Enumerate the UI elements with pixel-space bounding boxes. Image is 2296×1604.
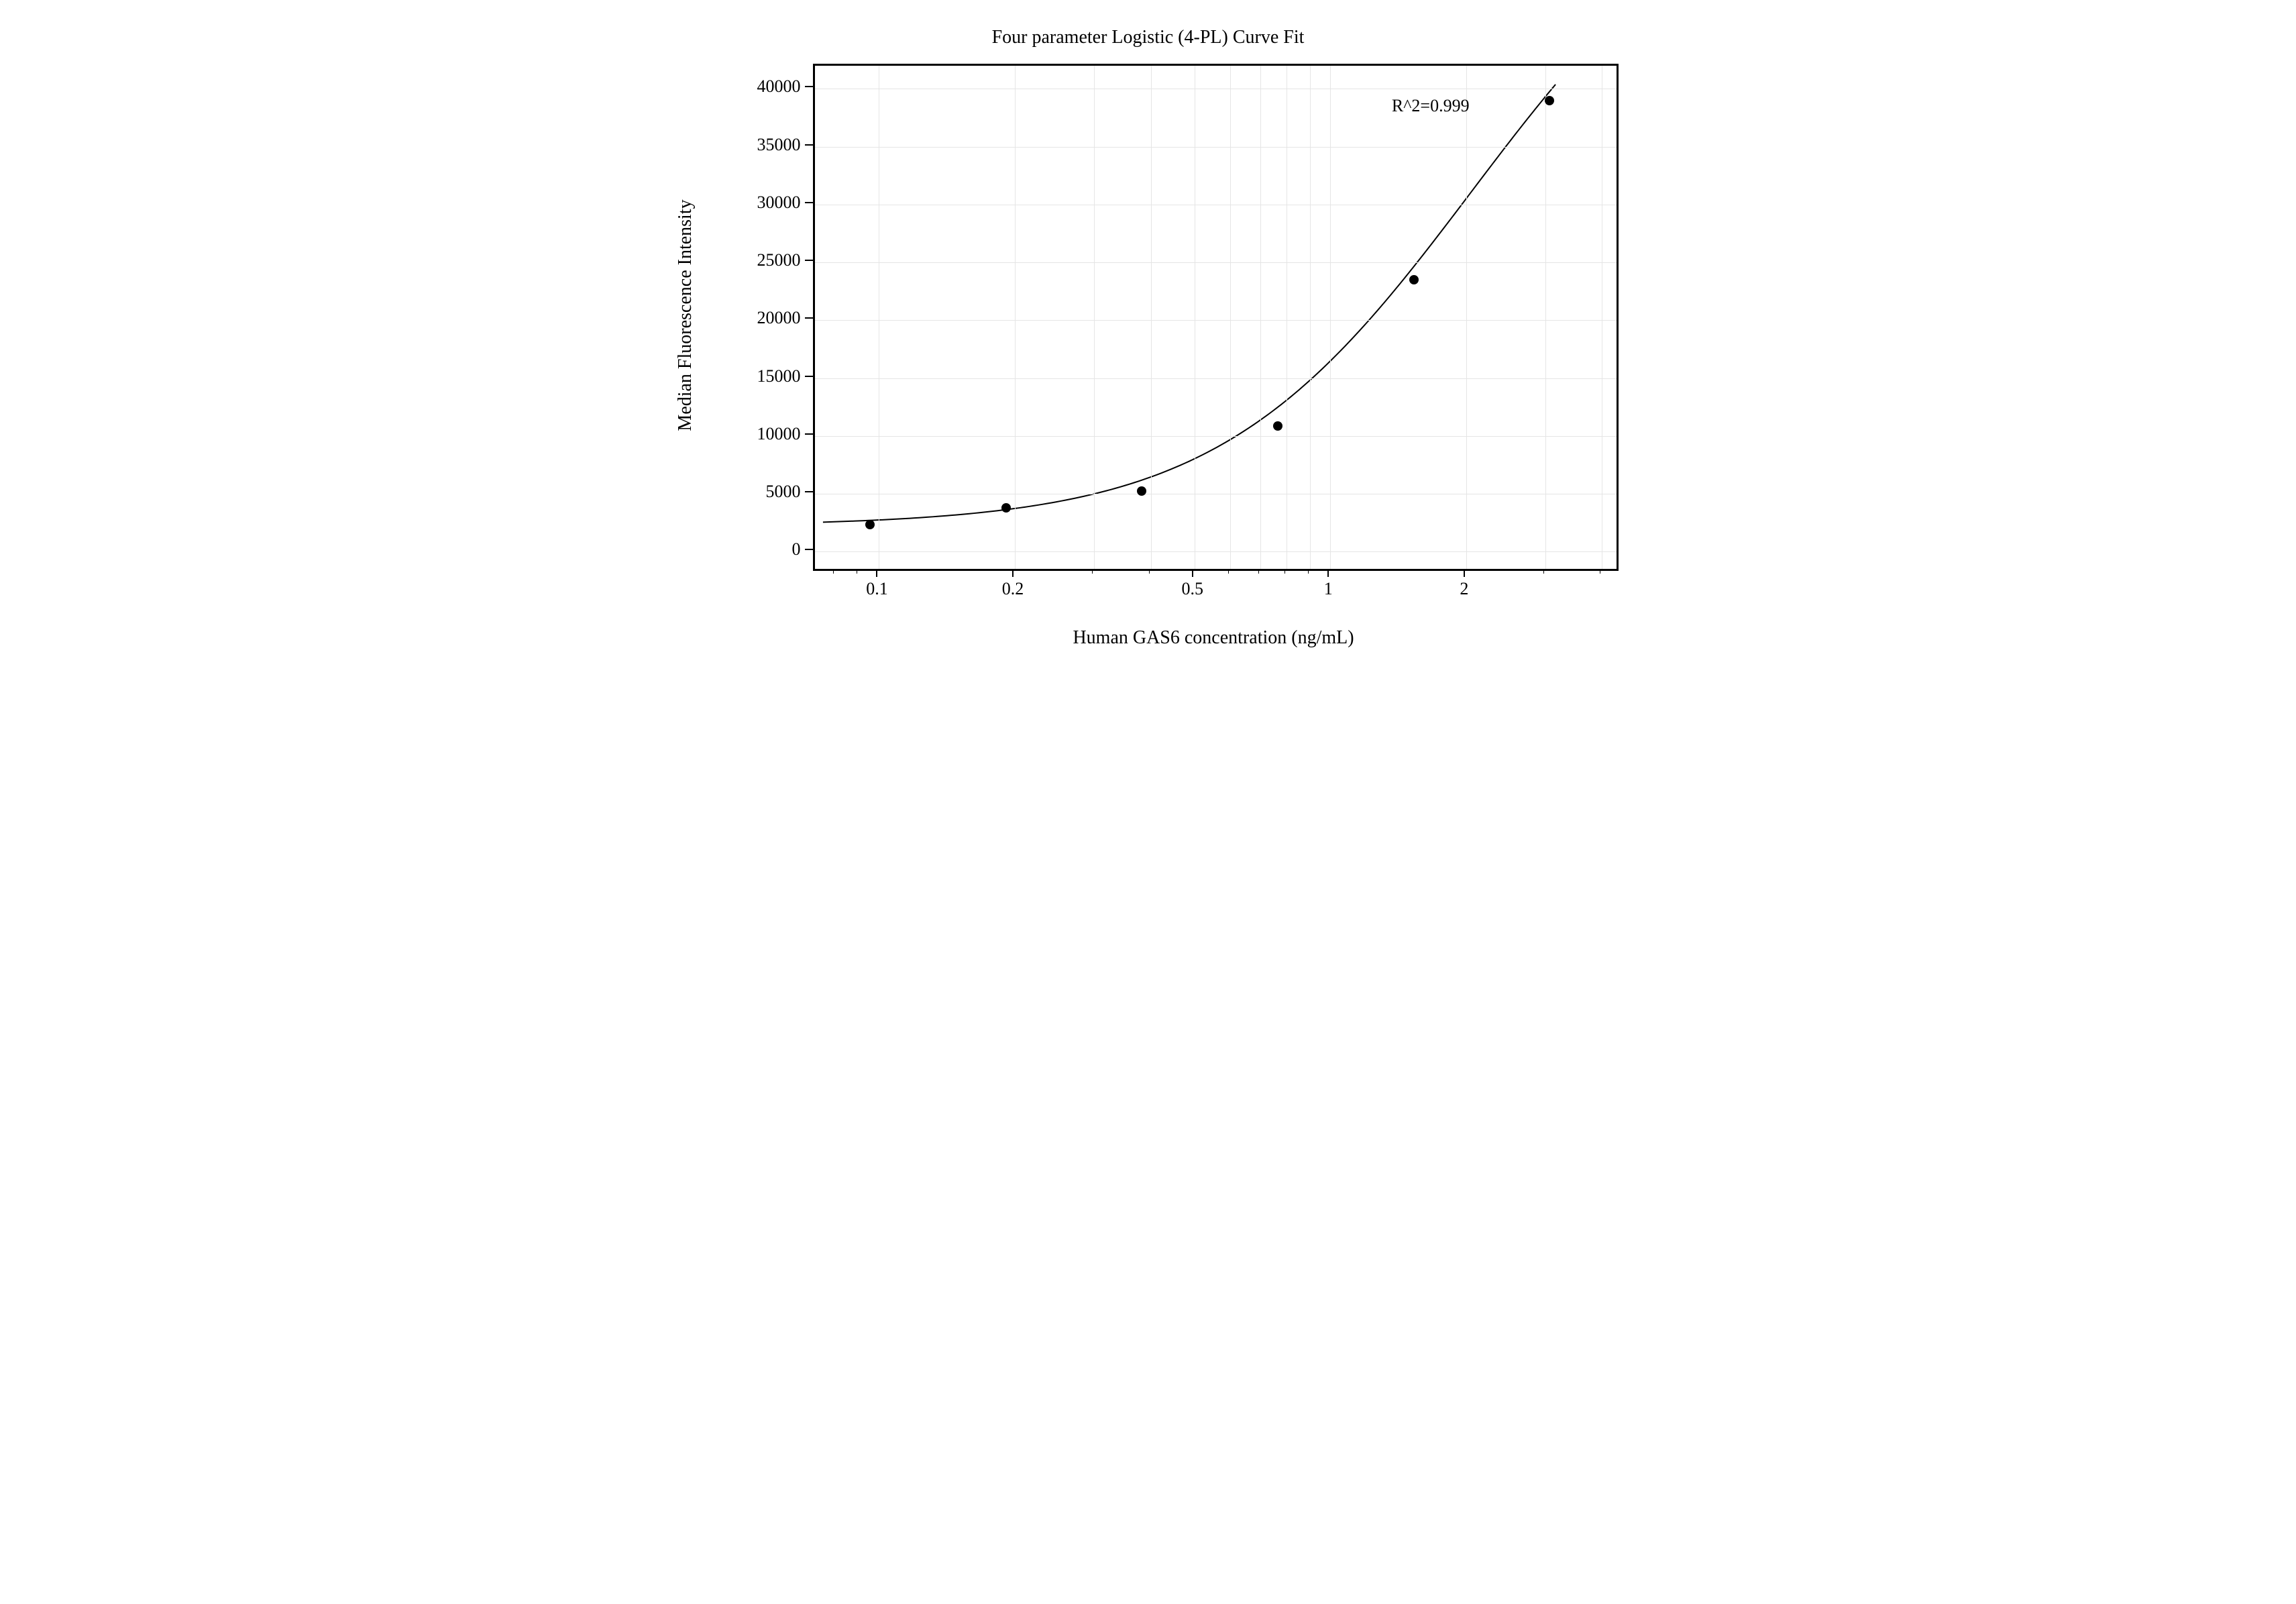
y-tick-label: 0	[792, 539, 801, 559]
gridline-horizontal	[815, 551, 1617, 552]
x-tick	[1192, 569, 1193, 577]
data-point	[1545, 96, 1554, 105]
y-tick	[805, 549, 813, 550]
fit-curve-path	[822, 85, 1555, 522]
plot-area: R^2=0.999	[813, 64, 1619, 571]
y-tick-label: 20000	[757, 308, 801, 328]
y-tick	[805, 433, 813, 435]
x-tick	[1327, 569, 1329, 577]
x-tick-label: 2	[1460, 579, 1468, 599]
data-point	[1409, 275, 1419, 284]
data-point	[1137, 486, 1146, 496]
y-tick-label: 5000	[766, 482, 801, 502]
x-minor-tick	[1543, 569, 1544, 574]
gridline-horizontal	[815, 147, 1617, 148]
chart-container: Four parameter Logistic (4-PL) Curve Fit…	[628, 0, 1668, 727]
x-tick-label: 0.2	[1002, 579, 1024, 599]
chart-title: Four parameter Logistic (4-PL) Curve Fit	[628, 27, 1668, 48]
y-tick	[805, 144, 813, 146]
x-minor-tick	[1228, 569, 1229, 574]
y-tick	[805, 260, 813, 261]
x-tick-label: 0.5	[1182, 579, 1204, 599]
y-tick	[805, 376, 813, 377]
y-tick-label: 35000	[757, 135, 801, 155]
y-tick-label: 15000	[757, 366, 801, 386]
x-minor-tick	[1149, 569, 1150, 574]
y-tick-label: 40000	[757, 76, 801, 97]
r-squared-annotation: R^2=0.999	[1392, 96, 1470, 116]
x-minor-tick	[1258, 569, 1259, 574]
y-tick	[805, 202, 813, 203]
y-tick-label: 30000	[757, 193, 801, 213]
x-tick	[1012, 569, 1014, 577]
gridline-horizontal	[815, 436, 1617, 437]
x-tick-label: 1	[1324, 579, 1333, 599]
x-minor-tick	[1092, 569, 1093, 574]
x-minor-tick	[1284, 569, 1285, 574]
y-tick-label: 10000	[757, 424, 801, 444]
gridline-horizontal	[815, 320, 1617, 321]
x-minor-tick	[1308, 569, 1309, 574]
y-tick	[805, 317, 813, 319]
data-point	[865, 520, 875, 529]
x-minor-tick	[833, 569, 834, 574]
data-point	[1001, 503, 1011, 513]
y-tick	[805, 86, 813, 87]
gridline-horizontal	[815, 262, 1617, 263]
y-tick	[805, 491, 813, 492]
y-tick-label: 25000	[757, 250, 801, 270]
x-axis-label: Human GAS6 concentration (ng/mL)	[1073, 627, 1354, 649]
x-tick-label: 0.1	[866, 579, 888, 599]
y-axis-label: Median Fluorescence Intensity	[675, 199, 696, 431]
data-point	[1273, 421, 1282, 431]
gridline-horizontal	[815, 378, 1617, 379]
x-tick	[876, 569, 877, 577]
x-tick	[1464, 569, 1465, 577]
